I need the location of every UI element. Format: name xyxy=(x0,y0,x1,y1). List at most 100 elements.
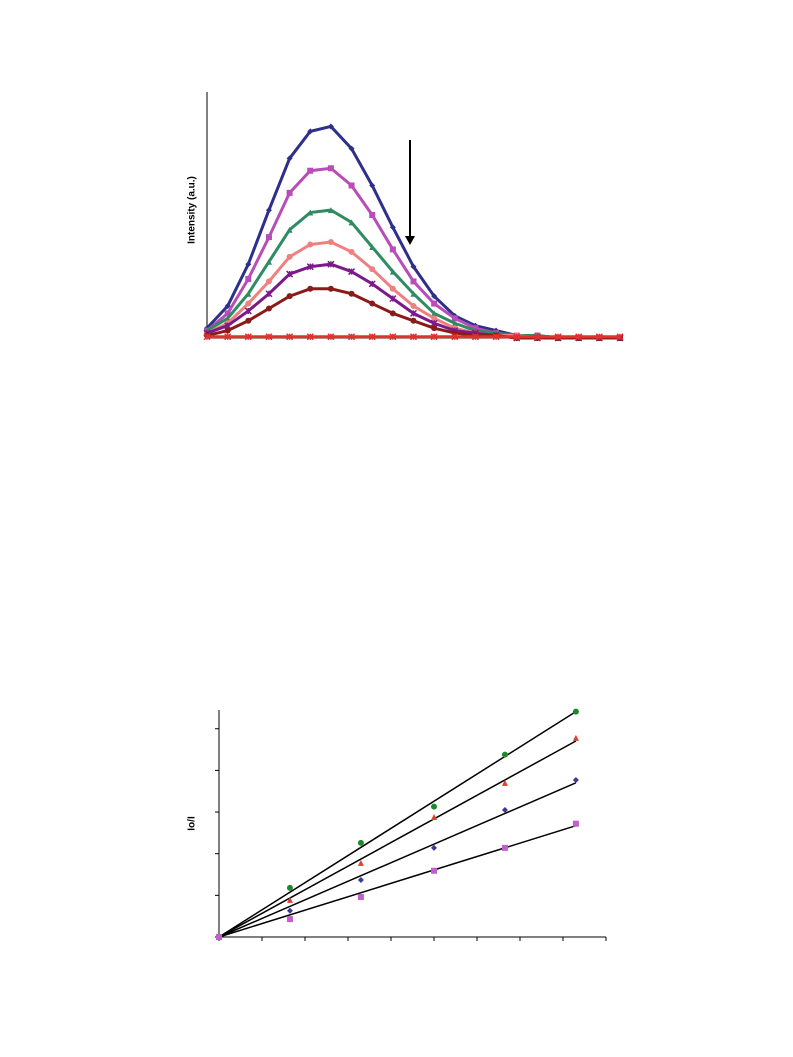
fit-line xyxy=(218,740,577,938)
marker xyxy=(286,270,294,278)
marker xyxy=(389,246,396,253)
marker xyxy=(533,333,541,341)
marker xyxy=(245,290,252,297)
marker xyxy=(265,333,273,341)
marker xyxy=(451,333,459,341)
marker xyxy=(409,309,418,317)
marker xyxy=(224,327,231,334)
marker xyxy=(265,305,272,312)
marker xyxy=(431,867,437,874)
marker xyxy=(348,248,355,255)
y-axis-label: Io/I xyxy=(187,816,198,831)
marker xyxy=(265,234,272,241)
marker xyxy=(327,285,334,292)
marker xyxy=(492,333,500,341)
marker xyxy=(348,219,355,226)
y-axis-label: Intensity (a.u.) xyxy=(187,176,198,244)
marker xyxy=(286,253,293,260)
marker xyxy=(265,258,272,265)
marker xyxy=(616,333,624,341)
marker xyxy=(389,333,397,341)
marker xyxy=(410,317,417,324)
marker xyxy=(245,300,252,307)
marker xyxy=(286,226,293,233)
marker xyxy=(572,708,579,715)
marker xyxy=(513,333,521,341)
marker xyxy=(431,293,438,300)
marker xyxy=(244,307,252,315)
marker xyxy=(572,776,579,783)
marker xyxy=(306,333,314,341)
marker xyxy=(431,325,438,332)
marker xyxy=(357,894,364,901)
marker xyxy=(357,839,364,846)
marker xyxy=(357,859,364,866)
marker xyxy=(265,290,273,298)
marker xyxy=(327,260,335,268)
marker xyxy=(327,239,334,246)
marker xyxy=(244,333,252,341)
marker xyxy=(410,278,417,285)
marker xyxy=(410,263,417,270)
marker xyxy=(348,182,355,189)
marker xyxy=(348,268,356,276)
marker xyxy=(286,293,293,300)
fit-line xyxy=(218,824,577,938)
marker xyxy=(501,751,508,758)
marker xyxy=(431,300,438,307)
marker xyxy=(431,814,437,821)
marker xyxy=(327,333,335,341)
marker xyxy=(245,275,252,282)
marker xyxy=(575,333,583,341)
marker xyxy=(501,806,508,813)
marker xyxy=(327,165,334,172)
marker xyxy=(357,876,364,883)
marker xyxy=(216,934,222,940)
marker xyxy=(368,333,376,341)
marker xyxy=(348,333,356,341)
marker xyxy=(286,155,293,162)
marker xyxy=(572,820,579,827)
marker xyxy=(286,916,293,923)
marker xyxy=(431,803,437,810)
marker xyxy=(327,123,334,130)
marker xyxy=(307,285,314,292)
marker xyxy=(286,333,294,341)
marker xyxy=(431,315,438,322)
series-line xyxy=(206,262,620,340)
marker xyxy=(286,896,293,903)
fit-line xyxy=(218,782,577,938)
marker xyxy=(409,333,418,341)
marker xyxy=(306,263,314,271)
marker xyxy=(369,182,376,189)
marker xyxy=(410,290,417,297)
marker xyxy=(451,315,458,322)
marker xyxy=(265,278,272,285)
marker xyxy=(245,317,252,324)
marker xyxy=(595,333,603,341)
marker xyxy=(572,734,579,741)
marker xyxy=(307,241,314,248)
marker xyxy=(471,333,479,341)
marker xyxy=(389,310,396,317)
marker xyxy=(224,310,231,317)
marker xyxy=(307,167,314,174)
marker xyxy=(389,224,396,231)
marker xyxy=(410,303,417,310)
fit-line xyxy=(218,710,577,938)
marker xyxy=(389,295,397,303)
marker xyxy=(369,243,376,250)
marker xyxy=(431,310,438,317)
marker xyxy=(368,280,376,288)
marker xyxy=(307,209,314,216)
marker xyxy=(431,844,437,851)
marker xyxy=(307,128,314,135)
marker xyxy=(327,207,334,214)
arrow-head xyxy=(405,236,415,245)
marker xyxy=(348,290,355,297)
marker xyxy=(389,285,396,292)
marker xyxy=(224,333,232,341)
marker xyxy=(501,779,508,786)
marker xyxy=(430,333,438,341)
